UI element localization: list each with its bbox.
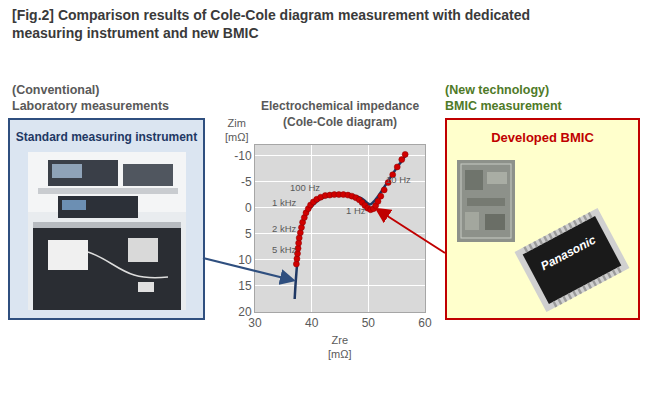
svg-text:15: 15 (238, 279, 252, 293)
svg-text:20: 20 (238, 305, 252, 319)
svg-text:2 kHz: 2 kHz (272, 223, 297, 234)
html-text:(New technology): (New technology) (445, 83, 550, 97)
svg-text:0: 0 (245, 201, 252, 215)
html-text:(Conventional): (Conventional) (12, 83, 100, 97)
svg-text:10: 10 (238, 253, 252, 267)
svg-text:-5: -5 (241, 175, 252, 189)
svg-text:5 kHz: 5 kHz (272, 244, 297, 255)
html-text:Developed BMIC: Developed BMIC (491, 130, 594, 145)
html-text:[Fig.2] Comparison results of: [Fig.2] Comparison results of Cole-Cole … (12, 7, 531, 23)
svg-text:1 kHz: 1 kHz (272, 197, 297, 208)
svg-text:Panasonic: Panasonic (538, 233, 598, 274)
html-text:measuring instrument and new B: measuring instrument and new BMIC (12, 25, 259, 41)
svg-text:Zre[mΩ]: Zre[mΩ] (328, 334, 352, 360)
svg-text:50: 50 (362, 316, 376, 330)
svg-text:5: 5 (245, 227, 252, 241)
svg-text:60: 60 (418, 316, 432, 330)
svg-text:10 Hz: 10 Hz (386, 174, 411, 185)
svg-text:Electrochemical impedance(Cole: Electrochemical impedance(Cole-Cole diag… (261, 99, 419, 129)
svg-text:-10: -10 (234, 149, 252, 163)
svg-text:100 Hz: 100 Hz (290, 182, 320, 193)
html-text:BMIC measurement: BMIC measurement (445, 99, 562, 113)
svg-text:40: 40 (305, 316, 319, 330)
svg-text:1 Hz: 1 Hz (346, 205, 366, 216)
svg-text:30: 30 (248, 316, 262, 330)
html-text:Laboratory measurements: Laboratory measurements (12, 99, 169, 113)
html-text:Standard measuring instrument: Standard measuring instrument (15, 130, 198, 144)
svg-text:Zim[mΩ]: Zim[mΩ] (225, 117, 249, 143)
